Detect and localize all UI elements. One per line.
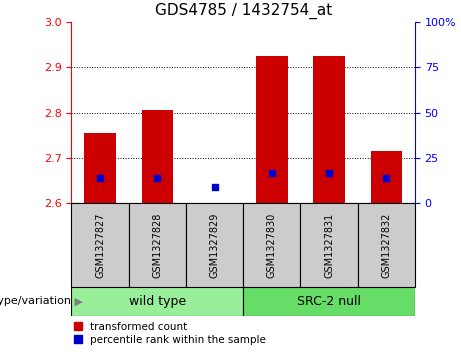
Text: GSM1327830: GSM1327830 <box>267 212 277 278</box>
Bar <box>371 151 402 203</box>
Legend: transformed count, percentile rank within the sample: transformed count, percentile rank withi… <box>72 321 267 346</box>
Bar <box>71 287 243 316</box>
Bar <box>71 203 129 287</box>
Bar <box>313 56 345 203</box>
Bar <box>243 203 301 287</box>
Text: GSM1327832: GSM1327832 <box>381 212 391 278</box>
Bar <box>301 203 358 287</box>
Text: SRC-2 null: SRC-2 null <box>297 295 361 308</box>
Text: GSM1327831: GSM1327831 <box>324 212 334 278</box>
Text: GSM1327827: GSM1327827 <box>95 212 105 278</box>
Text: genotype/variation: genotype/variation <box>0 296 71 306</box>
Text: GSM1327829: GSM1327829 <box>210 212 219 278</box>
Text: ▶: ▶ <box>71 296 83 306</box>
Bar <box>84 133 116 203</box>
Bar <box>129 203 186 287</box>
Bar <box>142 110 173 203</box>
Text: wild type: wild type <box>129 295 186 308</box>
Bar <box>256 56 288 203</box>
Bar <box>186 203 243 287</box>
Bar <box>243 287 415 316</box>
Title: GDS4785 / 1432754_at: GDS4785 / 1432754_at <box>154 3 332 19</box>
Text: GSM1327828: GSM1327828 <box>152 212 162 278</box>
Bar <box>358 203 415 287</box>
